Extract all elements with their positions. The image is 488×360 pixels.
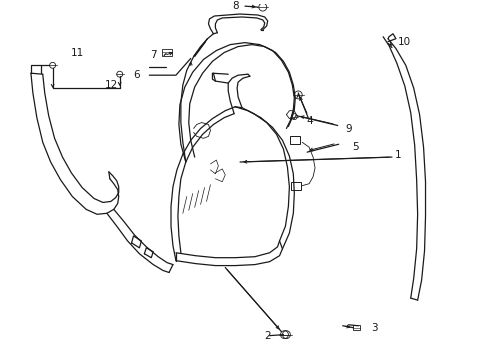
Text: 3: 3 — [370, 323, 377, 333]
Text: 10: 10 — [397, 37, 410, 47]
Text: 6: 6 — [133, 70, 140, 80]
Text: 5: 5 — [351, 142, 358, 152]
Bar — [290, 136, 300, 144]
Text: 11: 11 — [70, 49, 84, 58]
Text: 9: 9 — [345, 125, 351, 134]
Text: 8: 8 — [231, 1, 238, 11]
Bar — [291, 182, 301, 190]
Text: 2: 2 — [264, 330, 270, 341]
Text: 1: 1 — [394, 150, 400, 160]
Bar — [352, 325, 359, 330]
Bar — [162, 49, 172, 56]
Text: 12: 12 — [105, 80, 118, 90]
Text: 7: 7 — [150, 50, 156, 60]
Text: 4: 4 — [306, 116, 313, 126]
